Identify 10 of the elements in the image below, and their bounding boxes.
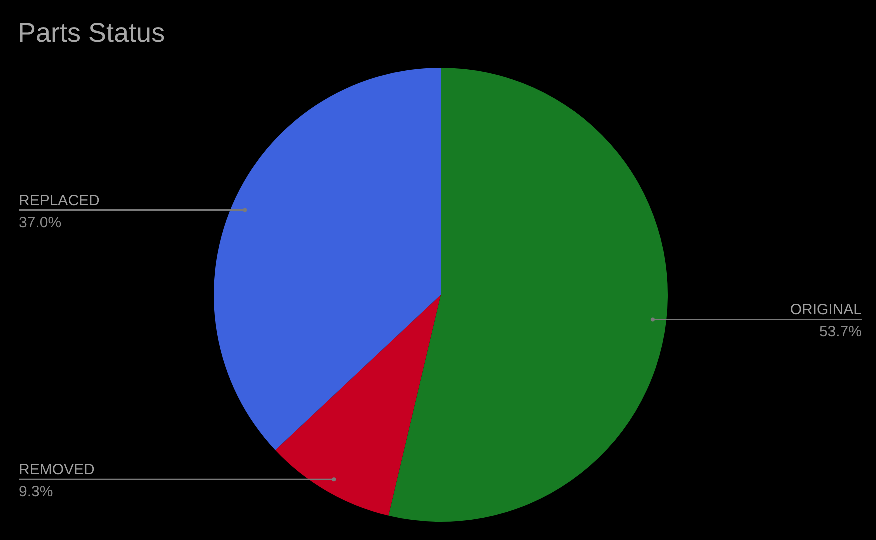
pie-slice xyxy=(276,295,441,516)
slice-label: ORIGINAL xyxy=(790,302,862,319)
chart-title: Parts Status xyxy=(18,17,166,50)
data-label: 37.0% xyxy=(19,214,62,232)
data-label: 53.7% xyxy=(819,324,862,341)
data-label: 9.3% xyxy=(19,484,54,501)
pie-slice xyxy=(388,68,668,522)
slice-label: REPLACED xyxy=(19,192,100,210)
slice-label: REMOVED xyxy=(19,462,96,479)
pie-slice xyxy=(214,68,441,450)
